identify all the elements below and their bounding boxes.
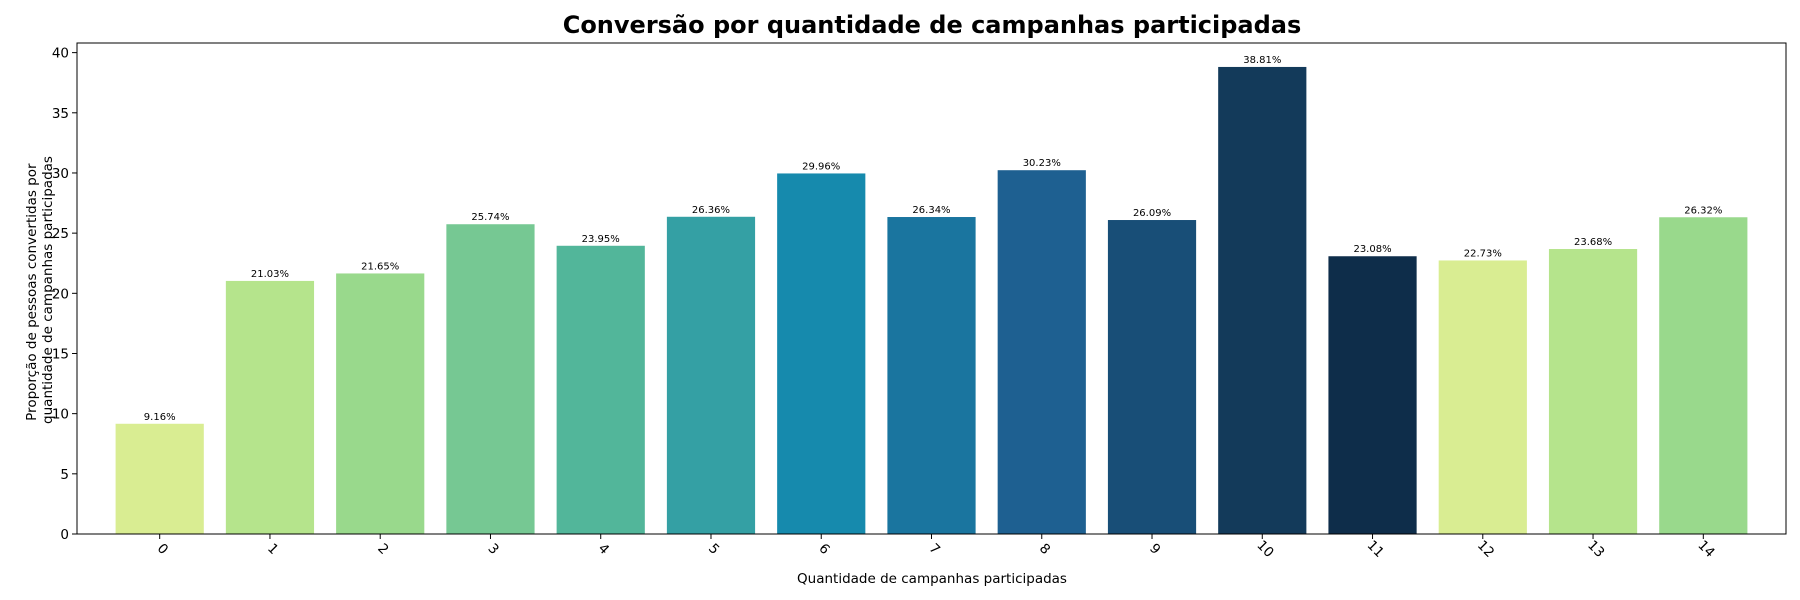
x-tick-label-0: 0 bbox=[154, 540, 171, 557]
bar-5 bbox=[666, 216, 756, 534]
x-tick-label-9: 9 bbox=[1146, 540, 1163, 557]
y-tick-label-10: 10 bbox=[52, 407, 69, 423]
x-tick-label-2: 2 bbox=[374, 540, 391, 557]
data-label-3: 25.74% bbox=[471, 212, 509, 223]
data-label-4: 23.95% bbox=[582, 234, 620, 245]
bar-9 bbox=[1107, 220, 1197, 534]
data-label-12: 22.73% bbox=[1464, 248, 1502, 259]
y-tick-label-25: 25 bbox=[52, 226, 69, 242]
x-tick-label-4: 4 bbox=[595, 540, 612, 557]
bar-13 bbox=[1548, 249, 1638, 534]
y-tick-label-40: 40 bbox=[52, 46, 69, 62]
bar-3 bbox=[446, 224, 535, 535]
data-label-8: 30.23% bbox=[1023, 158, 1061, 169]
bar-1 bbox=[225, 280, 315, 534]
bar-4 bbox=[556, 245, 645, 534]
x-axis-label: Quantidade de campanhas participadas bbox=[797, 571, 1067, 587]
data-label-0: 9.16% bbox=[144, 412, 176, 423]
data-label-9: 26.09% bbox=[1133, 208, 1171, 219]
bar-0 bbox=[115, 423, 204, 534]
y-tick-label-30: 30 bbox=[52, 166, 69, 182]
y-tick-label-15: 15 bbox=[52, 346, 69, 362]
x-tick-label-11: 11 bbox=[1364, 537, 1387, 560]
data-label-14: 26.32% bbox=[1684, 205, 1722, 216]
y-tick-label-5: 5 bbox=[60, 467, 69, 483]
x-axis: 0 1 2 3 4 5 6 7 8 9 10 11 12 13 14 bbox=[154, 534, 1718, 561]
y-axis-label-line-2: quantidade de campanhas participadas bbox=[40, 156, 56, 424]
chart-title: Conversão por quantidade de campanhas pa… bbox=[563, 11, 1302, 39]
x-tick-label-8: 8 bbox=[1036, 540, 1053, 557]
bar-11 bbox=[1328, 256, 1417, 534]
data-label-2: 21.65% bbox=[361, 261, 399, 272]
y-axis-label: Proporção de pessoas convertidas por qua… bbox=[24, 156, 56, 424]
x-tick-label-12: 12 bbox=[1474, 537, 1497, 560]
bar-14 bbox=[1659, 217, 1748, 534]
y-tick-label-35: 35 bbox=[52, 106, 69, 122]
bar-8 bbox=[997, 170, 1086, 534]
data-label-11: 23.08% bbox=[1353, 244, 1391, 255]
data-label-1: 21.03% bbox=[251, 269, 289, 280]
data-label-10: 38.81% bbox=[1243, 55, 1281, 66]
x-tick-label-14: 14 bbox=[1694, 537, 1717, 560]
bar-10 bbox=[1218, 66, 1307, 534]
y-axis-label-line-1: Proporção de pessoas convertidas por bbox=[24, 163, 40, 421]
y-axis: 0 5 10 15 20 25 30 35 40 bbox=[52, 46, 77, 543]
plot-area: 9.16% 21.03% 21.65% 25.74% 23.95% 26.36% 29.96… bbox=[115, 55, 1748, 535]
bar-12 bbox=[1438, 260, 1527, 534]
x-tick-label-10: 10 bbox=[1253, 537, 1276, 560]
x-tick-label-13: 13 bbox=[1584, 537, 1607, 560]
x-tick-label-7: 7 bbox=[926, 540, 943, 557]
data-label-7: 26.34% bbox=[912, 205, 950, 216]
x-tick-label-5: 5 bbox=[705, 540, 722, 557]
y-tick-label-0: 0 bbox=[60, 527, 69, 543]
bar-7 bbox=[887, 217, 976, 534]
y-tick-label-20: 20 bbox=[52, 286, 69, 302]
data-label-5: 26.36% bbox=[692, 205, 730, 216]
data-label-13: 23.68% bbox=[1574, 237, 1612, 248]
x-tick-label-1: 1 bbox=[264, 540, 281, 557]
data-label-6: 29.96% bbox=[802, 161, 840, 172]
bar-2 bbox=[336, 273, 425, 534]
x-tick-label-3: 3 bbox=[485, 540, 502, 557]
bar-6 bbox=[777, 173, 866, 534]
x-tick-label-6: 6 bbox=[815, 540, 832, 557]
